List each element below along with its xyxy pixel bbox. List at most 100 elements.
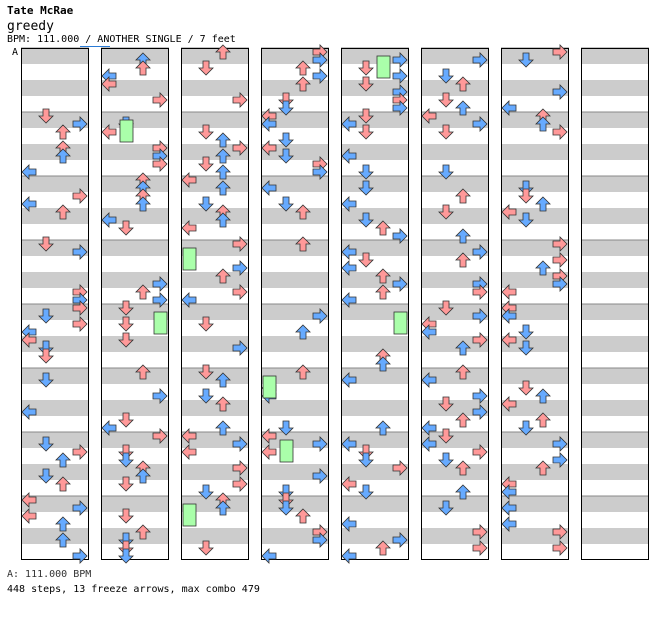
measure-stripe	[261, 144, 329, 160]
measure-stripe	[101, 528, 169, 544]
left-arrow-icon	[421, 108, 437, 124]
arrow-shape	[518, 340, 534, 356]
left-arrow-icon	[341, 260, 357, 276]
arrow-shape	[392, 68, 408, 84]
measure-stripe	[421, 528, 489, 544]
arrow-shape	[118, 444, 134, 460]
arrow-shape	[472, 404, 488, 420]
down-arrow-icon	[198, 484, 214, 500]
right-arrow-icon	[552, 540, 568, 556]
right-arrow-icon	[72, 116, 88, 132]
down-arrow-icon	[518, 420, 534, 436]
arrow-shape	[421, 436, 437, 452]
left-arrow-icon	[101, 212, 117, 228]
arrow-shape	[278, 92, 294, 108]
arrow-shape	[135, 468, 151, 484]
arrow-shape	[312, 532, 328, 548]
right-arrow-icon	[232, 284, 248, 300]
right-arrow-icon	[72, 316, 88, 332]
arrow-shape	[295, 324, 311, 340]
down-arrow-icon	[438, 204, 454, 220]
measure-stripe	[421, 304, 489, 320]
arrow-shape	[358, 60, 374, 76]
measure-stripe	[581, 304, 649, 320]
measure-stripe	[101, 432, 169, 448]
right-arrow-icon	[552, 236, 568, 252]
up-arrow-icon	[455, 364, 471, 380]
down-arrow-icon	[278, 132, 294, 148]
measure-stripe	[101, 304, 169, 320]
arrow-shape	[535, 460, 551, 476]
up-arrow-icon	[55, 124, 71, 140]
up-arrow-icon	[535, 412, 551, 428]
freeze-arrow	[182, 247, 197, 271]
measure-stripe	[261, 368, 329, 384]
measure-stripe	[421, 272, 489, 288]
arrow-shape	[232, 460, 248, 476]
measure-stripe	[181, 240, 249, 256]
arrow-shape	[455, 100, 471, 116]
arrow-shape	[438, 300, 454, 316]
left-arrow-icon	[261, 180, 277, 196]
arrow-shape	[261, 140, 277, 156]
arrow-shape	[455, 484, 471, 500]
up-arrow-icon	[135, 468, 151, 484]
measure-stripe	[101, 240, 169, 256]
arrow-shape	[535, 412, 551, 428]
right-arrow-icon	[552, 524, 568, 540]
measure-stripe	[101, 112, 169, 128]
down-arrow-icon	[278, 420, 294, 436]
arrow-shape	[21, 508, 37, 524]
up-arrow-icon	[295, 204, 311, 220]
measure-stripe	[21, 368, 89, 384]
right-arrow-icon	[312, 468, 328, 484]
arrow-shape	[358, 212, 374, 228]
arrow-shape	[278, 484, 294, 500]
arrow-shape	[181, 220, 197, 236]
down-arrow-icon	[278, 92, 294, 108]
left-arrow-icon	[181, 444, 197, 460]
measure-stripe	[181, 304, 249, 320]
right-arrow-icon	[232, 460, 248, 476]
measure-stripe	[21, 240, 89, 256]
bpm-underline	[80, 46, 110, 47]
arrow-shape	[181, 292, 197, 308]
measure-stripe	[21, 48, 89, 64]
left-arrow-icon	[181, 220, 197, 236]
arrow-shape	[552, 436, 568, 452]
measure-stripe	[181, 272, 249, 288]
arrow-shape	[152, 388, 168, 404]
left-arrow-icon	[261, 444, 277, 460]
arrow-shape	[198, 388, 214, 404]
arrow-shape	[118, 412, 134, 428]
up-arrow-icon	[455, 252, 471, 268]
measure-stripe	[101, 464, 169, 480]
arrow-shape	[135, 524, 151, 540]
measure-stripe	[101, 272, 169, 288]
measure-stripe	[501, 368, 569, 384]
left-arrow-icon	[421, 436, 437, 452]
arrow-shape	[518, 324, 534, 340]
down-arrow-icon	[358, 252, 374, 268]
left-arrow-icon	[341, 476, 357, 492]
measure-stripe	[101, 208, 169, 224]
arrow-shape	[38, 236, 54, 252]
measure-stripe	[501, 176, 569, 192]
up-arrow-icon	[215, 44, 231, 60]
arrow-shape	[232, 236, 248, 252]
arrow-shape	[472, 524, 488, 540]
arrow-shape	[215, 212, 231, 228]
measure-stripe	[261, 304, 329, 320]
arrow-shape	[501, 484, 517, 500]
left-arrow-icon	[181, 428, 197, 444]
down-arrow-icon	[38, 308, 54, 324]
arrow-shape	[341, 476, 357, 492]
right-arrow-icon	[312, 52, 328, 68]
measure-stripe	[101, 400, 169, 416]
arrow-shape	[198, 484, 214, 500]
arrow-shape	[215, 132, 231, 148]
left-arrow-icon	[341, 244, 357, 260]
up-arrow-icon	[455, 228, 471, 244]
arrow-shape	[358, 252, 374, 268]
freeze-arrow	[393, 311, 408, 335]
